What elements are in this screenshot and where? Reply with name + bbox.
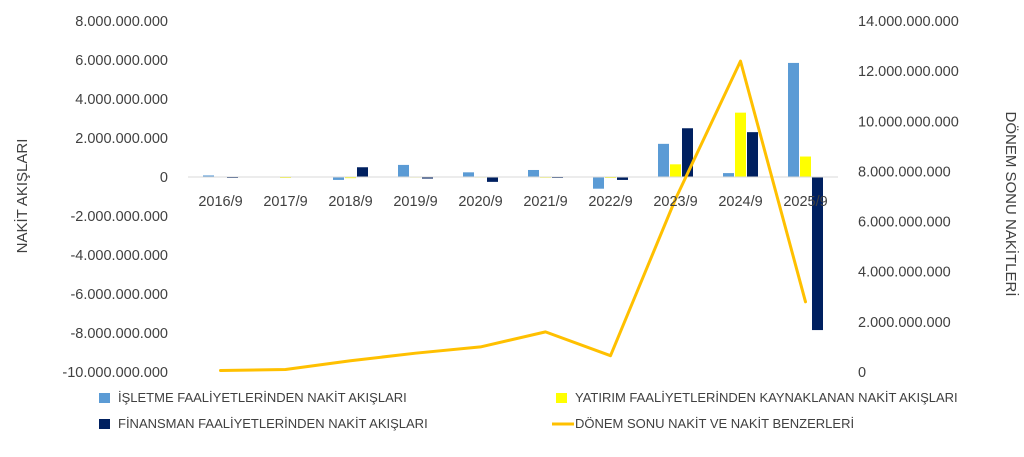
bar-fi̇nansman-2024/9 [747, 132, 758, 177]
bar-yatirim-2025/9 [800, 156, 811, 177]
left-tick-label: 0 [160, 170, 168, 186]
legend-color-swatch [99, 393, 110, 403]
left-tick-label: -10.000.000.000 [62, 365, 168, 381]
bar-fi̇nansman-2020/9 [487, 177, 498, 182]
left-axis-title: NAKİT AKIŞLARI [13, 139, 31, 254]
bar-fi̇nansman-2022/9 [617, 177, 628, 180]
right-axis-title: DÖNEM SONU NAKİTLERİ [1002, 111, 1020, 296]
legend-label: DÖNEM SONU NAKİT VE NAKİT BENZERLERİ [575, 416, 854, 431]
category-label: 2021/9 [523, 194, 567, 210]
right-tick-label: 6.000.000.000 [858, 215, 951, 231]
legend-label: YATIRIM FAALİYETLERİNDEN KAYNAKLANAN NAK… [575, 390, 958, 405]
right-tick-label: 14.000.000.000 [858, 14, 959, 30]
category-label: 2019/9 [393, 194, 437, 210]
right-tick-label: 0 [858, 365, 866, 381]
bar-i̇şletme-2019/9 [398, 164, 409, 177]
right-axis-ticks: 14.000.000.000 12.000.000.000 10.000.000.0… [858, 14, 959, 381]
bar-i̇şletme-2022/9 [593, 177, 604, 189]
bar-yatirim-2024/9 [735, 112, 746, 177]
left-tick-label: 8.000.000.000 [75, 14, 168, 30]
left-tick-label: -8.000.000.000 [70, 326, 168, 342]
left-tick-label: -2.000.000.000 [70, 209, 168, 225]
category-label: 2022/9 [588, 194, 632, 210]
bar-i̇şletme-2024/9 [723, 173, 734, 177]
line-series [219, 59, 807, 372]
right-tick-label: 10.000.000.000 [858, 114, 959, 130]
bar-i̇şletme-2021/9 [528, 169, 539, 177]
bar-yatirim-2018/9 [345, 177, 356, 179]
left-axis-ticks: 8.000.000.000 6.000.000.000 4.000.000.000 2… [62, 14, 168, 381]
legend: İŞLETME FAALİYETLERİNDEN NAKİT AKIŞLARI Y… [99, 390, 958, 431]
left-tick-label: -6.000.000.000 [70, 287, 168, 303]
bar-i̇şletme-2020/9 [463, 172, 474, 177]
legend-label: İŞLETME FAALİYETLERİNDEN NAKİT AKIŞLARI [118, 390, 407, 405]
bar-fi̇nansman-2019/9 [422, 177, 433, 179]
right-tick-label: 8.000.000.000 [858, 164, 951, 180]
category-label: 2023/9 [653, 194, 697, 210]
left-tick-label: 2.000.000.000 [75, 131, 168, 147]
category-label: 2016/9 [198, 194, 242, 210]
bar-fi̇nansman-2025/9 [812, 177, 823, 331]
right-tick-label: 12.000.000.000 [858, 64, 959, 80]
right-tick-label: 2.000.000.000 [858, 315, 951, 331]
category-label: 2024/9 [718, 194, 762, 210]
left-tick-label: 6.000.000.000 [75, 53, 168, 69]
bar-yatirim-2023/9 [670, 164, 681, 177]
right-tick-label: 4.000.000.000 [858, 265, 951, 281]
bar-fi̇nansman-2023/9 [682, 128, 693, 177]
legend-color-swatch [99, 419, 110, 429]
line-donem-sonu-nakit [219, 59, 807, 372]
category-labels: 2016/9 2017/9 2018/9 2019/9 2020/9 2021/9 2022… [198, 194, 827, 210]
bar-fi̇nansman-2018/9 [357, 167, 368, 177]
legend-color-swatch [556, 393, 567, 403]
category-label: 2018/9 [328, 194, 372, 210]
bar-i̇şletme-2025/9 [788, 62, 799, 177]
category-label: 2017/9 [263, 194, 307, 210]
bar-i̇şletme-2018/9 [333, 177, 344, 180]
bar-i̇şletme-2023/9 [658, 143, 669, 177]
left-tick-label: 4.000.000.000 [75, 92, 168, 108]
bar-i̇şletme-2016/9 [203, 175, 214, 177]
category-label: 2025/9 [783, 194, 827, 210]
left-tick-label: -4.000.000.000 [70, 248, 168, 264]
legend-label: FİNANSMAN FAALİYETLERİNDEN NAKİT AKIŞLAR… [118, 416, 428, 431]
category-label: 2020/9 [458, 194, 502, 210]
